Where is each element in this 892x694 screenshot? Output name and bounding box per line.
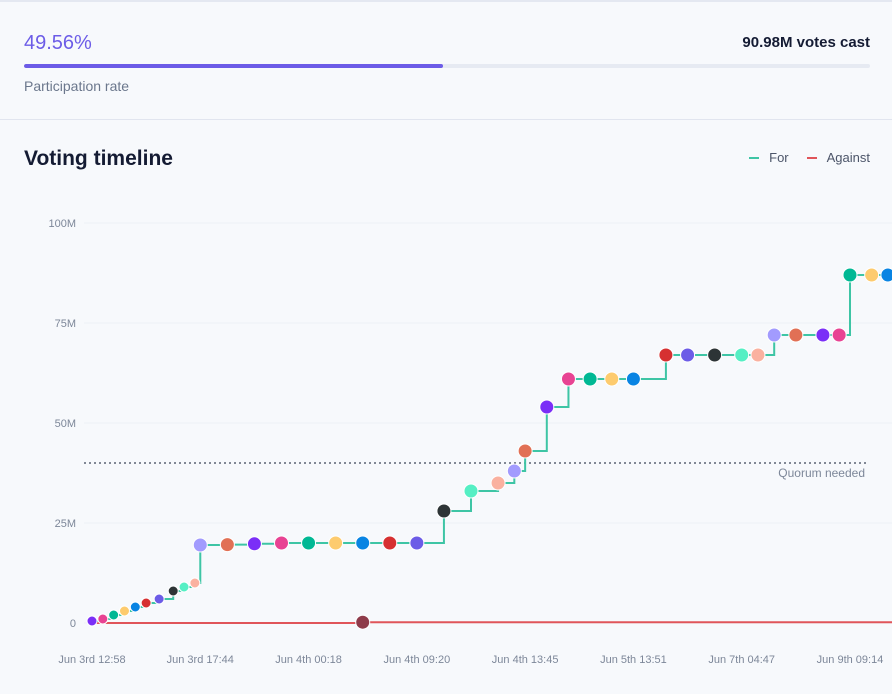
vote-marker-for [153,593,165,605]
vote-marker-against [355,614,371,630]
legend-swatch-for [749,156,760,159]
vote-marker-for [118,605,130,617]
section-divider [0,119,892,120]
vote-marker-for [436,503,452,519]
vote-marker-for [506,463,522,479]
vote-marker-for [734,347,750,363]
vote-marker-for [788,327,804,343]
legend-item-against: Against [806,150,870,165]
legend-label-for: For [769,150,789,165]
vote-marker-for [86,615,98,627]
vote-marker-for [880,267,892,283]
vote-marker-for [97,613,109,625]
x-tick-label: Jun 7th 04:47 [708,654,775,666]
participation-percent: 49.56% [24,32,92,54]
y-tick-label: 75M [55,318,76,330]
vote-marker-for [382,535,398,551]
vote-marker-for [707,347,723,363]
vote-marker-for [129,601,141,613]
x-tick-label: Jun 5th 13:51 [600,654,667,666]
vote-marker-for [766,327,782,343]
vote-marker-for [680,347,696,363]
vote-marker-for [246,536,262,552]
vote-marker-for [604,371,620,387]
legend-swatch-against [806,156,817,159]
chart-legend: For Against [749,150,870,165]
x-tick-label: Jun 4th 09:20 [384,654,451,666]
y-tick-label: 50M [55,418,76,430]
vote-marker-for [167,585,179,597]
votes-cast: 90.98M votes cast [742,34,870,51]
vote-marker-for [463,483,479,499]
y-tick-label: 0 [70,618,76,630]
participation-progress-bar [24,64,870,68]
participation-progress-fill [24,64,444,68]
vote-marker-for [560,371,576,387]
series-line-against [92,621,892,624]
vote-marker-for [274,535,289,551]
vote-marker-for [815,327,831,343]
vote-marker-for [658,347,674,363]
vote-marker-for [490,475,506,491]
vote-marker-for [582,371,598,387]
series-line-for [92,274,892,622]
vote-marker-for [409,535,425,551]
vote-marker-for [517,443,533,459]
vote-marker-for [108,609,120,621]
vote-marker-for [625,371,641,387]
vote-marker-for [219,537,235,553]
vote-marker-for [355,535,371,551]
participation-panel: 49.56% 90.98M votes cast Participation r… [0,2,892,119]
x-tick-label: Jun 4th 13:45 [492,654,559,666]
quorum-label: Quorum needed [778,466,865,480]
vote-marker-for [189,577,201,589]
x-tick-label: Jun 4th 00:18 [275,654,342,666]
vote-marker-for [539,399,555,415]
legend-label-against: Against [826,150,870,165]
vote-marker-for [140,597,152,609]
vote-marker-for [750,347,766,363]
vote-marker-for [842,267,858,283]
y-tick-label: 100M [48,218,76,230]
vote-marker-for [178,581,190,593]
vote-marker-for [328,535,344,551]
x-tick-label: Jun 3rd 12:58 [58,654,125,666]
timeline-title: Voting timeline [24,147,173,170]
vote-marker-for [192,537,208,553]
top-border [0,0,892,2]
legend-item-for: For [749,150,789,165]
x-tick-label: Jun 3rd 17:44 [167,654,234,666]
vote-marker-for [301,535,317,551]
y-tick-label: 25M [55,518,76,530]
vote-marker-for [831,327,847,343]
x-tick-label: Jun 9th 09:14 [817,654,884,666]
vote-marker-for [864,267,880,283]
participation-rate-label: Participation rate [24,78,130,94]
